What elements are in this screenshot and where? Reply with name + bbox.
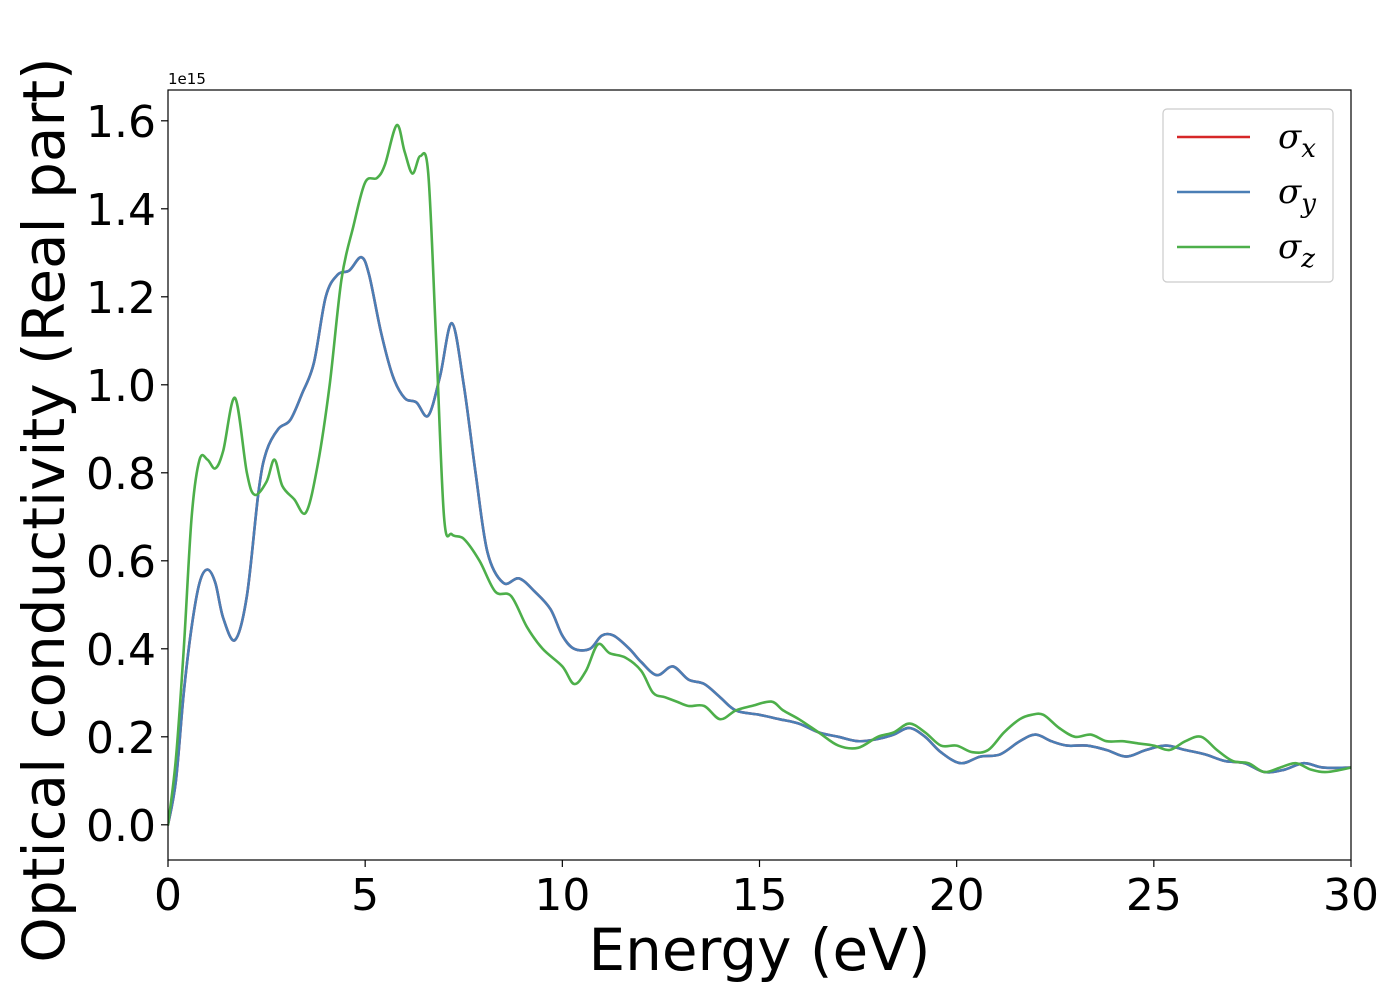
legend-label-y: σy [1278, 172, 1316, 219]
y-tick-label: 0.6 [86, 537, 156, 588]
legend-label-x: σx [1278, 117, 1316, 164]
series-lines [168, 123, 1351, 827]
x-axis-ticks: 0 5 10 15 20 25 30 [154, 860, 1379, 921]
series-line-y [168, 255, 1351, 827]
x-tick-label: 5 [351, 870, 379, 921]
x-tick-label: 10 [534, 870, 590, 921]
y-tick-label: 1.4 [86, 185, 156, 236]
y-axis-ticks: 0.0 0.2 0.4 0.6 0.8 1.0 1.2 1.4 1.6 [86, 97, 168, 852]
x-tick-label: 20 [929, 870, 985, 921]
y-tick-label: 0.2 [86, 713, 156, 764]
y-axis-label: Optical conductivity (Real part) [10, 57, 78, 962]
x-tick-label: 0 [154, 870, 182, 921]
x-tick-label: 15 [732, 870, 788, 921]
y-tick-label: 1.0 [86, 361, 156, 412]
legend: σx σy σz [1162, 108, 1334, 283]
x-tick-label: 30 [1323, 870, 1379, 921]
y-tick-label: 0.4 [86, 625, 156, 676]
legend-label-z: σz [1278, 227, 1315, 274]
y-axis-offset-label: 1e15 [168, 70, 206, 88]
y-tick-label: 1.2 [86, 273, 156, 324]
y-tick-label: 0.0 [86, 801, 156, 852]
y-tick-label: 0.8 [86, 449, 156, 500]
x-tick-label: 25 [1126, 870, 1182, 921]
x-axis-label: Energy (eV) [588, 916, 930, 984]
series-line-z [168, 123, 1351, 827]
y-tick-label: 1.6 [86, 97, 156, 148]
legend-box [1162, 108, 1334, 283]
